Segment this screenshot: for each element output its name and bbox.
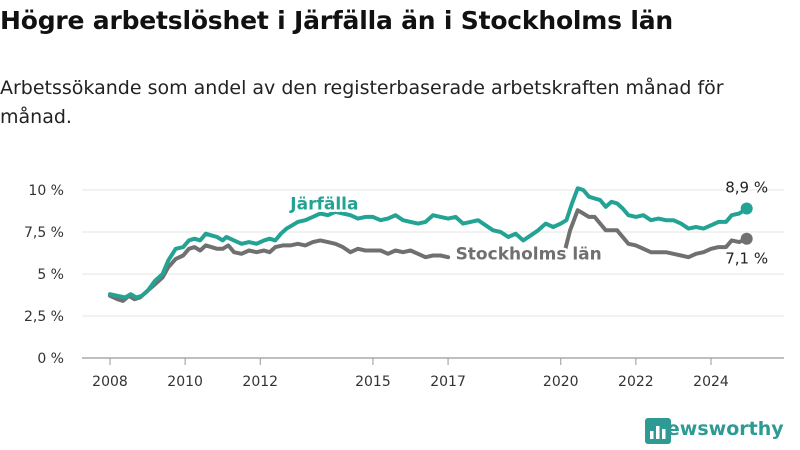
y-axis-ticks: 0 % 2,5 % 5 % 7,5 % 10 % (24, 183, 64, 367)
end-value-label-stockholm: 7,1 % (725, 250, 768, 268)
brand: Newsworthy (645, 418, 784, 444)
series-lines (108, 186, 753, 303)
x-tick-label: 2008 (92, 374, 128, 390)
y-tick-label: 0 % (37, 351, 64, 367)
series-label-stockholm: Stockholms län (456, 245, 602, 265)
series-label-jarfalla: Järfälla (289, 194, 358, 214)
chart-title: Högre arbetslöshet i Järfälla än i Stock… (0, 6, 673, 35)
x-tick-label: 2010 (167, 374, 203, 390)
x-tick-label: 2022 (618, 374, 654, 390)
y-tick-label: 5 % (37, 267, 64, 283)
gridlines (82, 189, 784, 359)
bar-chart-logo-icon (645, 418, 671, 444)
end-value-label-jarfalla: 8,9 % (725, 178, 768, 196)
x-tick-label: 2012 (242, 374, 278, 390)
y-tick-label: 2,5 % (24, 309, 64, 325)
series-line-stockholm (108, 238, 451, 303)
brand-name: Newsworthy (651, 418, 784, 440)
x-axis-ticks: 2008 2010 2012 2015 2017 2020 2022 2024 (92, 358, 729, 390)
series-labels: 7,1 % 8,9 % Järfälla Stockholms län (287, 178, 768, 268)
end-point-jarfalla (740, 202, 753, 215)
series-line-stockholm (562, 208, 749, 260)
series-line-jarfalla (108, 186, 749, 300)
y-tick-label: 10 % (28, 183, 64, 199)
y-tick-label: 7,5 % (24, 225, 64, 241)
end-point-stockholm (740, 232, 753, 245)
x-tick-label: 2015 (355, 374, 391, 390)
chart-subtitle: Arbetssökande som andel av den registerb… (0, 77, 724, 128)
x-tick-label: 2017 (430, 374, 466, 390)
x-tick-label: 2024 (693, 374, 729, 390)
x-tick-label: 2020 (543, 374, 579, 390)
